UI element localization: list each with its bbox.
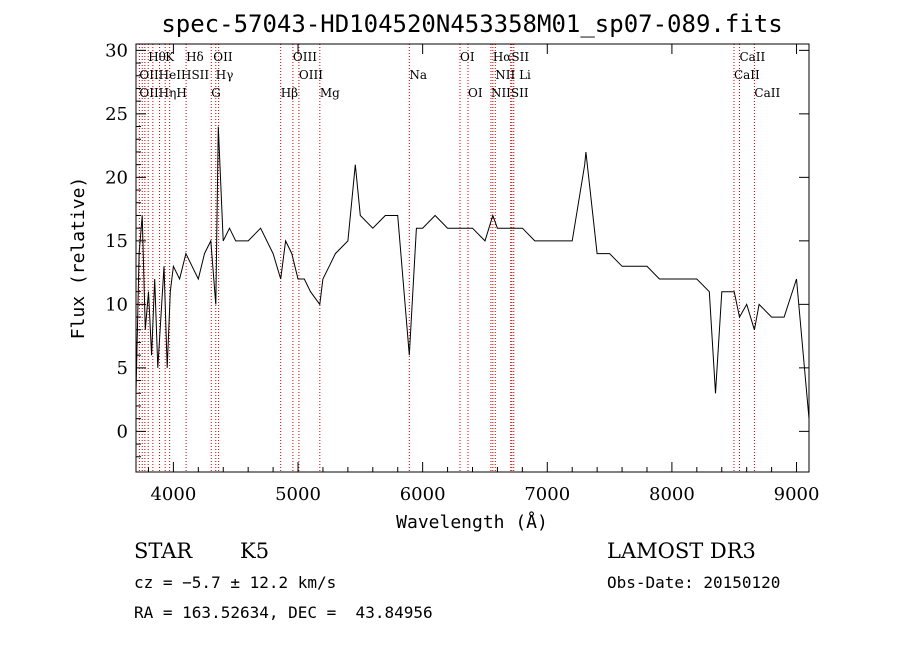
marker-label: K [165, 50, 175, 64]
y-axis-label: Flux (relative) [68, 177, 89, 340]
marker-label: OIIHeIHSII [139, 68, 209, 82]
coordinates: RA = 163.52634, DEC = 43.84956 [134, 603, 433, 622]
observation-date: Obs-Date: 20150120 [607, 573, 781, 592]
emission-line-labels: Hθ K Hδ OII OIII OI HαSII CaII OIIHeIHSII Hγ OIII N… [139, 50, 780, 100]
marker-label: Hδ [186, 50, 204, 64]
marker-label: OIII [293, 50, 317, 64]
marker-label: OI [460, 50, 475, 64]
y-tick-label: 5 [117, 358, 128, 379]
x-tick-label: 6000 [400, 484, 446, 505]
marker-label: Hβ [281, 86, 298, 100]
y-tick-label: 10 [105, 294, 128, 315]
marker-label: OI [468, 86, 483, 100]
spectrum-line [135, 126, 810, 419]
x-tick-label: 4000 [150, 484, 196, 505]
x-tick-label: 8000 [649, 484, 695, 505]
y-tick-label: 30 [105, 40, 128, 61]
y-tick-label: 0 [117, 421, 128, 442]
marker-label: NII Li [495, 68, 531, 82]
marker-label: OIIHηH [139, 86, 186, 100]
x-axis: 4000 5000 6000 7000 8000 9000 [147, 44, 820, 505]
y-tick-label: 25 [105, 104, 128, 125]
marker-label: CaII [734, 68, 760, 82]
marker-label: Na [409, 68, 427, 82]
marker-label: Hγ [216, 68, 234, 82]
y-tick-label: 15 [105, 231, 128, 252]
marker-label: OIII [299, 68, 323, 82]
x-tick-label: 5000 [275, 484, 321, 505]
marker-label: Mg [320, 86, 340, 100]
object-class: STAR [134, 539, 193, 563]
y-tick-label: 20 [105, 167, 128, 188]
emission-line-markers [138, 44, 755, 472]
marker-label: NIISII [491, 86, 529, 100]
marker-label: CaII [754, 86, 780, 100]
object-subclass: K5 [240, 539, 270, 563]
marker-label: CaII [739, 50, 765, 64]
y-axis: 0 5 10 15 20 25 30 [105, 40, 809, 458]
plot-frame [135, 43, 810, 473]
marker-label: G [211, 86, 221, 100]
x-axis-label: Wavelength (Å) [396, 511, 548, 533]
redshift-velocity: cz = −5.7 ± 12.2 km/s [134, 573, 337, 592]
x-tick-label: 9000 [774, 484, 820, 505]
survey-name: LAMOST DR3 [607, 539, 756, 563]
x-tick-label: 7000 [524, 484, 570, 505]
marker-label: HαSII [493, 50, 530, 64]
chart-title: spec-57043-HD104520N453358M01_sp07-089.f… [161, 10, 782, 38]
marker-label: Hθ [148, 50, 166, 64]
marker-label: OII [213, 50, 233, 64]
